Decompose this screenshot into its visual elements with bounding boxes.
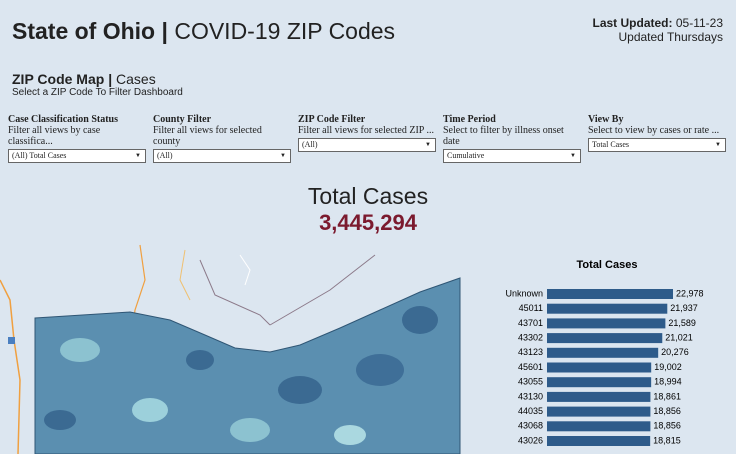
category-label: 43055	[518, 377, 543, 387]
filter-description: Select to filter by illness onset date	[443, 125, 564, 147]
region	[60, 338, 100, 362]
value-label: 20,276	[661, 347, 689, 357]
lower-panel: Total Cases Unknown 22,978 45011 21,937 43701…	[0, 244, 704, 454]
region	[186, 350, 214, 370]
category-label: 43701	[518, 318, 543, 328]
bar	[547, 333, 663, 344]
filter-label: ZIP Code Filter	[298, 114, 366, 125]
category-label: 44035	[518, 406, 543, 416]
last-updated-value: 05-11-23	[675, 16, 723, 30]
filter: County Filter Filter all views for select…	[153, 114, 291, 163]
state-border	[269, 254, 376, 326]
filter-dropdown[interactable]: (All)	[298, 138, 436, 152]
category-label: 45011	[519, 303, 543, 313]
filter-dropdown[interactable]: (All)	[153, 149, 291, 163]
category-label: 43130	[518, 391, 543, 401]
filter-dropdown[interactable]: (All) Total Cases	[8, 149, 146, 163]
bar	[547, 406, 651, 417]
section-title-separator: |	[108, 71, 113, 87]
value-label: 21,021	[665, 332, 693, 342]
value-label: 22,978	[676, 288, 704, 298]
value-label: 18,861	[653, 391, 681, 401]
state-border	[199, 259, 271, 326]
chart-title: Total Cases	[577, 259, 638, 271]
category-label: 43068	[518, 421, 543, 431]
bar	[547, 318, 666, 329]
filter-description: Filter all views for selected county	[153, 125, 262, 147]
category-label: 43026	[518, 435, 543, 445]
filter-label: Time Period	[443, 114, 496, 125]
bar	[547, 362, 652, 373]
title-main: State of Ohio	[12, 18, 156, 44]
last-updated-label: Last Updated:	[592, 16, 673, 30]
region	[278, 376, 322, 404]
filter-description: Filter all views for selected ZIP ...	[298, 125, 434, 136]
filter-description: Select to view by cases or rate ...	[588, 125, 720, 136]
filter: Time Period Select to filter by illness o…	[443, 114, 581, 163]
summary-value: 3,445,294	[319, 210, 417, 235]
bar	[547, 436, 651, 446]
highway-shield	[8, 337, 15, 344]
filter: View By Select to view by cases or rate .…	[588, 114, 726, 152]
value-label: 18,815	[653, 435, 681, 445]
filter-dropdown[interactable]: Total Cases	[588, 138, 726, 152]
bar	[547, 377, 652, 388]
last-updated: Last Updated: 05-11-23	[592, 16, 723, 30]
section-title-main: ZIP Code Map	[12, 71, 105, 87]
category-label: 45601	[518, 362, 543, 372]
region	[334, 425, 366, 445]
bar	[547, 391, 651, 402]
title-rest: COVID-19 ZIP Codes	[174, 18, 396, 44]
region	[230, 418, 270, 442]
filter-label: Case Classification Status	[8, 114, 119, 125]
region	[402, 306, 438, 334]
filter-description: Filter all views by case classifica...	[8, 125, 101, 147]
filter: ZIP Code Filter Filter all views for sele…	[298, 114, 436, 152]
category-label: 43302	[518, 332, 543, 342]
road	[0, 279, 21, 454]
region	[44, 410, 76, 430]
title-separator: |	[161, 18, 168, 44]
value-label: 21,589	[668, 318, 696, 328]
category-label: Unknown	[505, 288, 543, 298]
bar	[547, 421, 651, 432]
filter-dropdown[interactable]: Cumulative	[443, 149, 581, 163]
bar	[547, 303, 668, 314]
region	[356, 354, 404, 386]
filter-label: View By	[588, 114, 624, 125]
update-info: Last Updated: 05-11-23 Updated Thursdays	[592, 16, 723, 44]
filter-label: County Filter	[153, 114, 212, 125]
value-label: 18,994	[654, 377, 682, 387]
bar	[547, 289, 673, 299]
bar	[547, 347, 659, 358]
filter: Case Classification Status Filter all vie…	[8, 114, 146, 163]
region	[132, 398, 168, 422]
value-label: 18,856	[653, 421, 681, 431]
summary-label: Total Cases	[307, 183, 429, 209]
map[interactable]	[0, 244, 461, 454]
road	[179, 249, 191, 301]
value-label: 19,002	[654, 362, 682, 372]
value-label: 18,856	[653, 406, 681, 416]
road	[239, 254, 251, 286]
section-title-rest: Cases	[116, 71, 156, 87]
page-title: State of Ohio | COVID-19 ZIP Codes	[12, 18, 395, 45]
section-subtitle: Select a ZIP Code To Filter Dashboard	[12, 87, 183, 98]
update-schedule: Updated Thursdays	[618, 30, 723, 44]
category-label: 43123	[518, 347, 543, 357]
section-title: ZIP Code Map | Cases	[12, 71, 156, 87]
value-label: 21,937	[670, 303, 698, 313]
